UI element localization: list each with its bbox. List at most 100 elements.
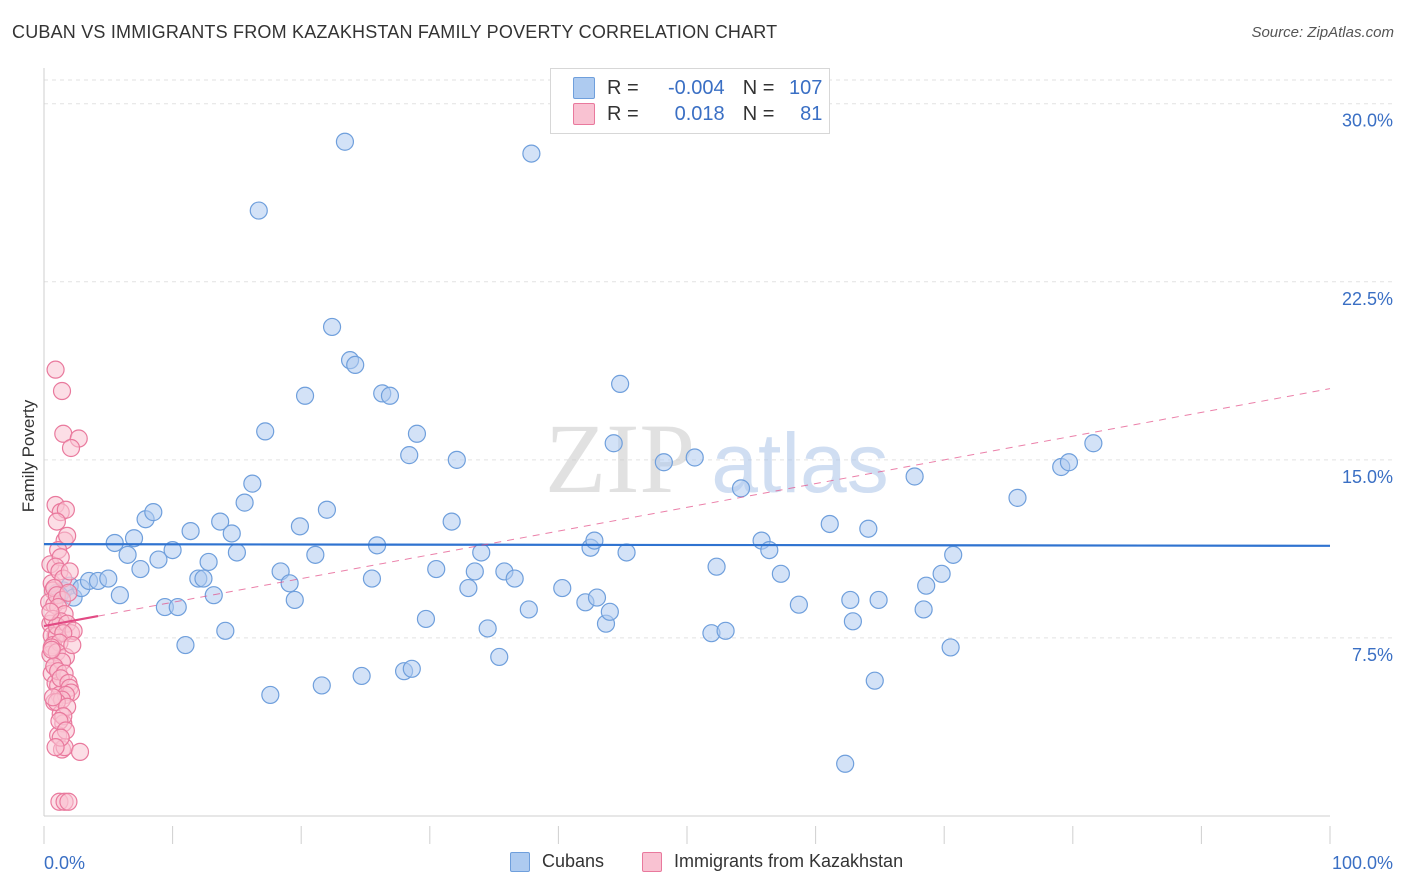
data-point: [465, 562, 484, 581]
y-tick-label: 30.0%: [1342, 111, 1393, 131]
data-point: [944, 545, 963, 564]
data-points: [40, 132, 1103, 811]
bottom-legend-kazakhstan: Immigrants from Kazakhstan: [642, 851, 903, 872]
data-point: [256, 422, 275, 441]
zipatlas-watermark: ZIP atlas: [545, 403, 889, 514]
y-tick-label: 22.5%: [1342, 289, 1393, 309]
data-point: [194, 569, 213, 588]
trend-line-cubans: [43, 543, 1331, 547]
x-tick-labels: 0.0% 100.0%: [44, 853, 1393, 873]
legend-n-label: N =: [742, 102, 775, 125]
watermark-zip: ZIP: [545, 403, 695, 514]
data-point: [585, 531, 604, 550]
data-point: [52, 381, 72, 401]
data-point: [59, 583, 78, 602]
data-point: [249, 201, 268, 220]
series-cubans: [47, 132, 1103, 773]
data-point: [442, 512, 461, 531]
data-point: [654, 453, 673, 472]
data-point: [789, 595, 808, 614]
data-point: [914, 600, 933, 619]
data-point: [352, 666, 371, 686]
data-point: [70, 742, 90, 761]
data-point: [176, 635, 195, 655]
data-point: [110, 586, 129, 605]
data-point: [416, 609, 436, 629]
data-point: [604, 434, 623, 453]
data-point: [261, 685, 280, 705]
data-point: [587, 588, 607, 607]
data-point: [859, 519, 878, 538]
data-point: [41, 602, 60, 621]
data-point: [285, 590, 304, 610]
data-point: [60, 562, 79, 581]
trend-lines: [43, 388, 1331, 628]
data-point: [163, 540, 182, 560]
gridlines: [44, 79, 1392, 639]
data-point: [199, 552, 218, 572]
legend-r-label: R =: [607, 76, 639, 99]
data-point: [43, 688, 63, 707]
data-point: [1059, 453, 1079, 472]
data-point: [227, 543, 246, 562]
data-point: [58, 526, 77, 545]
data-point: [346, 355, 365, 375]
data-point: [168, 597, 187, 617]
data-point: [427, 559, 446, 579]
legend-swatch-cubans: [573, 77, 595, 99]
data-point: [362, 569, 382, 588]
data-point: [144, 503, 163, 522]
data-point: [216, 621, 235, 640]
data-point: [124, 529, 144, 548]
data-point: [295, 386, 315, 405]
legend-r-value: -0.004: [667, 76, 725, 99]
data-point: [322, 317, 342, 337]
data-point: [553, 578, 572, 598]
data-point: [306, 545, 325, 564]
data-point: [402, 659, 421, 678]
data-point: [600, 602, 619, 621]
y-tick-label: 7.5%: [1352, 645, 1393, 665]
data-point: [317, 500, 337, 519]
x-axis: [43, 68, 1331, 844]
legend-swatch-kazakhstan: [573, 103, 595, 125]
data-point: [131, 559, 150, 579]
data-point: [105, 533, 124, 553]
data-point: [841, 590, 860, 610]
data-point: [335, 132, 355, 151]
trend-line-kazakhstan-solid: [43, 615, 99, 628]
data-point: [707, 557, 726, 576]
data-point: [685, 448, 704, 467]
data-point: [290, 517, 310, 536]
data-point: [181, 521, 200, 541]
data-point: [222, 524, 241, 543]
data-point: [836, 754, 855, 773]
data-point: [243, 474, 262, 493]
bottom-legend-swatch-cubans: [510, 851, 530, 872]
legend-n-value: 81: [800, 102, 823, 125]
data-point: [400, 446, 419, 465]
data-point: [771, 564, 790, 583]
data-point: [42, 640, 61, 659]
data-point: [490, 647, 509, 667]
bottom-legend-label-kazakhstan: Immigrants from Kazakhstan: [674, 851, 904, 871]
x-tick-label-min: 0.0%: [44, 853, 85, 873]
data-point: [118, 545, 137, 564]
data-point: [211, 512, 230, 531]
legend-n-label: N =: [742, 76, 775, 99]
data-point: [519, 600, 538, 619]
data-point: [280, 574, 299, 593]
bottom-legend-cubans: Cubans: [510, 851, 604, 872]
data-point: [820, 514, 839, 534]
legend-r-label: R =: [607, 102, 639, 125]
data-point: [905, 467, 924, 486]
series-kazakhstan: [40, 360, 90, 811]
data-point: [407, 424, 427, 443]
data-point: [63, 635, 82, 655]
data-point: [716, 621, 735, 640]
data-point: [46, 360, 65, 379]
data-point: [1008, 488, 1027, 507]
chart-title: CUBAN VS IMMIGRANTS FROM KAZAKHSTAN FAMI…: [12, 22, 778, 42]
source-label: Source: ZipAtlas.com: [1251, 24, 1394, 41]
